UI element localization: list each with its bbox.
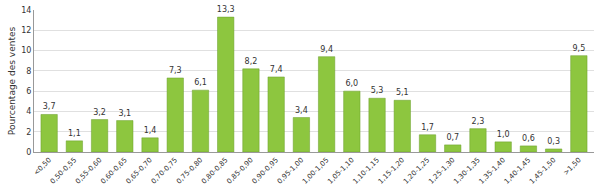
svg-text:1,45-1,50: 1,45-1,50: [528, 156, 557, 185]
svg-text:0,70-0,75: 0,70-0,75: [150, 156, 179, 185]
svg-text:2: 2: [26, 128, 31, 137]
svg-text:1,15-1,20: 1,15-1,20: [377, 156, 406, 185]
svg-text:0,65-0,70: 0,65-0,70: [124, 156, 153, 185]
svg-text:1,25-1,30: 1,25-1,30: [427, 156, 456, 185]
svg-text:0,50-0,55: 0,50-0,55: [49, 156, 78, 185]
svg-text:3,2: 3,2: [93, 108, 106, 117]
svg-text:0,80-0,85: 0,80-0,85: [200, 156, 229, 185]
svg-text:8,2: 8,2: [245, 57, 258, 66]
svg-text:2,3: 2,3: [472, 117, 485, 126]
svg-text:0,95-1,00: 0,95-1,00: [276, 156, 305, 185]
svg-text:1,30-1,35: 1,30-1,35: [452, 156, 481, 185]
svg-text:6,0: 6,0: [345, 79, 358, 88]
svg-text:6: 6: [26, 87, 31, 96]
svg-text:1,4: 1,4: [144, 126, 157, 135]
svg-text:<0,50: <0,50: [32, 156, 53, 177]
svg-text:0,55-0,60: 0,55-0,60: [74, 156, 103, 185]
svg-text:3,1: 3,1: [118, 109, 131, 118]
svg-text:14: 14: [21, 6, 31, 15]
svg-text:7,3: 7,3: [169, 66, 182, 75]
svg-text:0,85-0,90: 0,85-0,90: [225, 156, 254, 185]
svg-text:0,75-0,80: 0,75-0,80: [175, 156, 204, 185]
svg-text:1,0: 1,0: [497, 130, 510, 139]
svg-text:6,1: 6,1: [194, 78, 207, 87]
svg-text:1,40-1,45: 1,40-1,45: [503, 156, 532, 185]
svg-text:0,90-0,95: 0,90-0,95: [251, 156, 280, 185]
svg-text:5,1: 5,1: [396, 88, 409, 97]
svg-text:1,00-1,05: 1,00-1,05: [301, 156, 330, 185]
svg-text:9,4: 9,4: [320, 45, 333, 54]
svg-text:7,4: 7,4: [270, 65, 283, 74]
svg-text:0,6: 0,6: [522, 134, 535, 143]
svg-text:>1,50: >1,50: [562, 156, 583, 177]
svg-text:3,7: 3,7: [43, 102, 56, 111]
svg-text:1,10-1,15: 1,10-1,15: [351, 156, 380, 185]
svg-text:13,3: 13,3: [217, 5, 235, 14]
svg-text:Pourcentage des ventes: Pourcentage des ventes: [7, 27, 17, 136]
svg-text:9,5: 9,5: [572, 44, 585, 53]
svg-text:1,05-1,10: 1,05-1,10: [326, 156, 355, 185]
svg-text:1,35-1,40: 1,35-1,40: [478, 156, 507, 185]
svg-text:1,20-1,25: 1,20-1,25: [402, 156, 431, 185]
svg-text:1,1: 1,1: [68, 129, 81, 138]
svg-text:8: 8: [26, 67, 31, 76]
svg-text:0,60-0,65: 0,60-0,65: [99, 156, 128, 185]
svg-text:10: 10: [21, 46, 31, 55]
svg-text:12: 12: [21, 26, 31, 35]
svg-text:1,7: 1,7: [421, 123, 434, 132]
svg-text:0,7: 0,7: [446, 133, 459, 142]
svg-text:5,3: 5,3: [371, 86, 384, 95]
svg-text:3,4: 3,4: [295, 106, 308, 115]
svg-text:4: 4: [26, 107, 31, 116]
svg-text:0: 0: [26, 148, 31, 157]
svg-text:0,3: 0,3: [547, 137, 560, 146]
